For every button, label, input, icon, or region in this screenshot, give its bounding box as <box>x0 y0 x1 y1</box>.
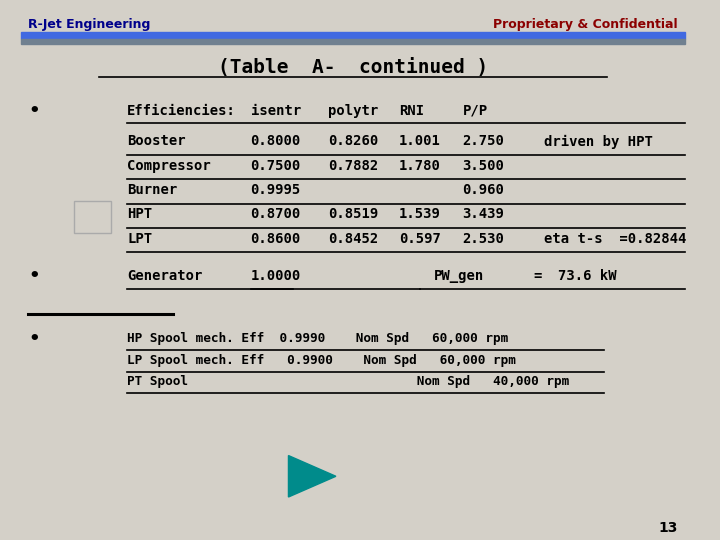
Text: 1.0000: 1.0000 <box>251 269 301 284</box>
Text: (Table  A-  continued ): (Table A- continued ) <box>218 58 488 77</box>
Text: 0.960: 0.960 <box>462 183 504 197</box>
Text: 0.8519: 0.8519 <box>328 207 379 221</box>
Text: LPT: LPT <box>127 232 152 246</box>
Text: 0.9995: 0.9995 <box>251 183 301 197</box>
Text: 0.8000: 0.8000 <box>251 134 301 149</box>
Text: 0.8260: 0.8260 <box>328 134 379 149</box>
Text: Burner: Burner <box>127 183 177 197</box>
Text: R-Jet Engineering: R-Jet Engineering <box>28 18 150 31</box>
Text: 2.530: 2.530 <box>462 232 504 246</box>
Text: 2.750: 2.750 <box>462 134 504 149</box>
Text: eta t-s  =0.82844: eta t-s =0.82844 <box>544 232 686 246</box>
Text: P/P: P/P <box>462 104 487 118</box>
Text: Compressor: Compressor <box>127 159 211 173</box>
Text: Efficiencies:: Efficiencies: <box>127 104 236 118</box>
Text: =: = <box>533 269 541 284</box>
Text: 3.439: 3.439 <box>462 207 504 221</box>
Text: 0.8452: 0.8452 <box>328 232 379 246</box>
Text: 0.597: 0.597 <box>399 232 441 246</box>
Text: 0.8600: 0.8600 <box>251 232 301 246</box>
Text: 0.7500: 0.7500 <box>251 159 301 173</box>
Polygon shape <box>289 456 336 497</box>
Bar <box>74 201 111 233</box>
Text: 73.6 kW: 73.6 kW <box>558 269 616 284</box>
Text: •: • <box>28 102 40 120</box>
Text: Proprietary & Confidential: Proprietary & Confidential <box>493 18 678 31</box>
Text: RNI: RNI <box>399 104 424 118</box>
Text: 3.500: 3.500 <box>462 159 504 173</box>
Bar <box>21 32 685 39</box>
Text: 13: 13 <box>658 521 678 535</box>
Text: driven by HPT: driven by HPT <box>544 134 652 149</box>
Text: LP Spool mech. Eff   0.9900    Nom Spd   60,000 rpm: LP Spool mech. Eff 0.9900 Nom Spd 60,000… <box>127 354 516 367</box>
Text: 1.780: 1.780 <box>399 159 441 173</box>
Text: 1.539: 1.539 <box>399 207 441 221</box>
Bar <box>21 39 685 44</box>
Text: 0.8700: 0.8700 <box>251 207 301 221</box>
Text: Booster: Booster <box>127 134 186 149</box>
Text: HP Spool mech. Eff  0.9990    Nom Spd   60,000 rpm: HP Spool mech. Eff 0.9990 Nom Spd 60,000… <box>127 332 508 345</box>
Text: •: • <box>28 329 40 348</box>
Text: isentr: isentr <box>251 104 301 118</box>
Text: •: • <box>28 267 40 286</box>
Text: PW_gen: PW_gen <box>434 269 485 284</box>
Text: PT Spool                              Nom Spd   40,000 rpm: PT Spool Nom Spd 40,000 rpm <box>127 375 570 388</box>
Text: polytr: polytr <box>328 104 379 118</box>
Text: HPT: HPT <box>127 207 152 221</box>
Text: 0.7882: 0.7882 <box>328 159 379 173</box>
Text: 1.001: 1.001 <box>399 134 441 149</box>
Text: Generator: Generator <box>127 269 202 284</box>
